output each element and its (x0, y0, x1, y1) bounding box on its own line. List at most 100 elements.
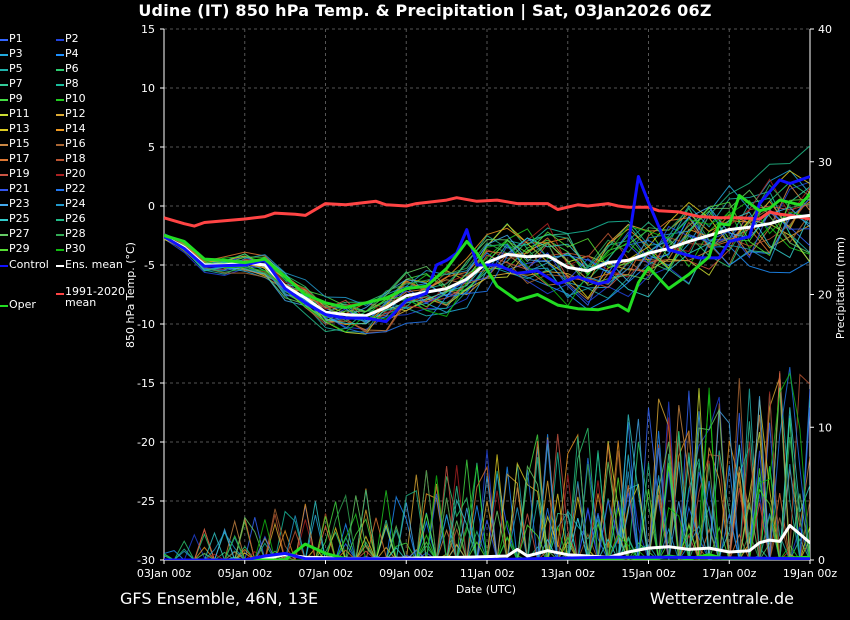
legend-label: P19 (9, 167, 30, 180)
left-tick-label: 10 (141, 82, 155, 95)
legend-swatch (56, 204, 64, 206)
left-tick-label: -20 (137, 436, 155, 449)
legend-swatch (56, 249, 64, 251)
legend-label: P18 (65, 152, 86, 165)
legend-swatch (0, 204, 8, 206)
legend-swatch (56, 69, 64, 71)
legend-swatch (56, 159, 64, 161)
legend-swatch (0, 114, 8, 116)
left-tick-label: 0 (148, 200, 155, 213)
legend-swatch (0, 305, 8, 307)
legend-swatch (0, 174, 8, 176)
legend-swatch (0, 234, 8, 236)
chart-title: Udine (IT) 850 hPa Temp. & Precipitation… (138, 1, 712, 20)
legend-label: P28 (65, 227, 86, 240)
series-line-control-precip (164, 551, 810, 560)
member-precip-line (164, 415, 810, 560)
member-precip-line (164, 444, 810, 560)
x-tick-label: 03Jan 00z (137, 567, 191, 580)
legend-swatch (56, 219, 64, 221)
left-tick-label: -10 (137, 318, 155, 331)
legend-label: P13 (9, 122, 30, 135)
legend-label: P21 (9, 182, 30, 195)
y-axis-title-left: 850 hPa Temp. (°C) (124, 242, 137, 348)
legend-label: P30 (65, 242, 86, 255)
member-precip-line (164, 431, 810, 560)
legend-label: P23 (9, 197, 30, 210)
series-line-1991-2020-mean (164, 196, 810, 228)
x-tick-label: 09Jan 00z (379, 567, 433, 580)
legend-label: P14 (65, 122, 86, 135)
legend-swatch (56, 99, 64, 101)
legend-swatch (0, 219, 8, 221)
legend-label: P22 (65, 182, 86, 195)
legend-swatch (56, 234, 64, 236)
member-temp-line (164, 198, 810, 335)
legend-label: P11 (9, 107, 30, 120)
member-temp-line (164, 206, 810, 322)
legend-swatch (56, 293, 64, 295)
legend-swatch (0, 265, 8, 267)
legend-label: P6 (65, 62, 79, 75)
legend-swatch (0, 39, 8, 41)
legend-label: P17 (9, 152, 30, 165)
legend-label: P9 (9, 92, 23, 105)
legend-label: P24 (65, 197, 86, 210)
legend-label: P25 (9, 212, 30, 225)
legend-label: P7 (9, 77, 23, 90)
x-tick-label: 13Jan 00z (541, 567, 595, 580)
left-tick-label: 15 (141, 23, 155, 36)
member-precip-line (164, 387, 810, 560)
series-line-oper (164, 193, 810, 313)
legend-swatch (56, 114, 64, 116)
legend-swatch (56, 174, 64, 176)
left-tick-label: -15 (137, 377, 155, 390)
member-precip-line (164, 367, 810, 560)
legend-label: P8 (65, 77, 79, 90)
right-tick-label: 40 (818, 23, 832, 36)
left-tick-label: -30 (137, 554, 155, 567)
legend-label: 1991-2020 mean (65, 285, 125, 309)
legend-label: P5 (9, 62, 23, 75)
member-temp-line (164, 199, 810, 333)
member-temp-line (164, 205, 810, 306)
legend-swatch (0, 69, 8, 71)
legend-swatch (0, 99, 8, 101)
model-caption: GFS Ensemble, 46N, 13E (120, 589, 319, 608)
legend-swatch (0, 249, 8, 251)
legend-label: P3 (9, 47, 23, 60)
legend-swatch (0, 144, 8, 146)
legend-swatch (56, 129, 64, 131)
legend-label: P2 (65, 32, 79, 45)
x-axis-title: Date (UTC) (456, 583, 516, 596)
legend-swatch (0, 54, 8, 56)
source-caption: Wetterzentrale.de (649, 589, 794, 608)
y-axis-title-right: Precipitation (mm) (834, 237, 847, 339)
legend-swatch (0, 129, 8, 131)
right-tick-label: 20 (818, 289, 832, 302)
member-precip-line (164, 371, 810, 560)
left-tick-label: 5 (148, 141, 155, 154)
member-temp-line (164, 189, 810, 322)
x-tick-label: 19Jan 00z (783, 567, 837, 580)
legend-label: P27 (9, 227, 30, 240)
member-temp-line (164, 184, 810, 322)
x-tick-label: 07Jan 00z (298, 567, 352, 580)
left-tick-label: -25 (137, 495, 155, 508)
legend-label: P15 (9, 137, 30, 150)
legend-swatch (56, 265, 64, 267)
legend-swatch (56, 39, 64, 41)
legend-label: P29 (9, 242, 30, 255)
legend-swatch (0, 189, 8, 191)
right-tick-label: 30 (818, 156, 832, 169)
legend-swatch (56, 84, 64, 86)
left-tick-label: -5 (144, 259, 155, 272)
x-tick-label: 11Jan 00z (460, 567, 514, 580)
legend-swatch (56, 189, 64, 191)
member-precip-line (164, 396, 810, 560)
legend-swatch (0, 84, 8, 86)
legend-swatch (0, 159, 8, 161)
member-precip-line (164, 378, 810, 560)
legend-label: P16 (65, 137, 86, 150)
